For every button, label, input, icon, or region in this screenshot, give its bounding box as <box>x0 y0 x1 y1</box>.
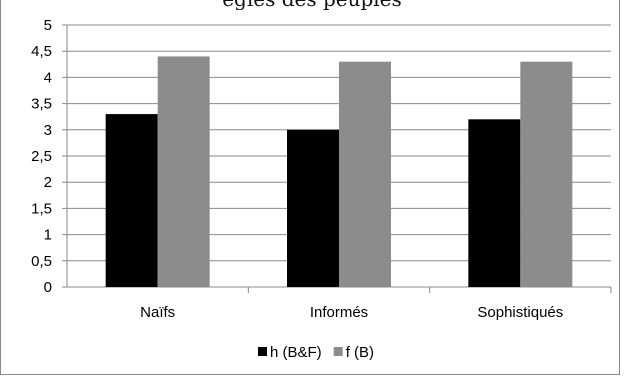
y-tick-label: 4,5 <box>31 43 52 60</box>
bar-f-b <box>339 62 391 287</box>
bar-f-b <box>520 62 572 287</box>
legend-label: h (B&F) <box>270 344 322 361</box>
x-axis-category-labels: Naïfs Informés Sophistiqués <box>140 304 563 321</box>
y-tick-label: 0,5 <box>31 253 52 270</box>
legend-label: f (B) <box>346 344 374 361</box>
y-tick-label: 1 <box>44 227 52 244</box>
legend-swatch <box>258 347 267 356</box>
y-tick-label: 1,5 <box>31 200 52 217</box>
bars <box>106 56 573 287</box>
x-category-label: Sophistiqués <box>477 304 563 321</box>
y-tick-label: 0 <box>44 279 52 296</box>
bar-h-bf <box>106 114 158 287</box>
x-category-label: Naïfs <box>140 304 175 321</box>
y-tick-label: 4 <box>44 69 52 86</box>
y-tick-label: 3,5 <box>31 96 52 113</box>
legend: h (B&F) f (B) <box>258 344 374 361</box>
bar-h-bf <box>468 119 520 287</box>
y-tick-label: 3 <box>44 122 52 139</box>
x-category-label: Informés <box>310 304 368 321</box>
y-axis-tick-labels: 0 0,5 1 1,5 2 2,5 3 3,5 4 4,5 5 <box>31 17 52 296</box>
y-tick-label: 2,5 <box>31 148 52 165</box>
y-tick-label: 5 <box>44 17 52 34</box>
bar-h-bf <box>287 130 339 287</box>
legend-swatch <box>334 347 343 356</box>
bar-f-b <box>158 56 210 287</box>
y-tick-label: 2 <box>44 174 52 191</box>
